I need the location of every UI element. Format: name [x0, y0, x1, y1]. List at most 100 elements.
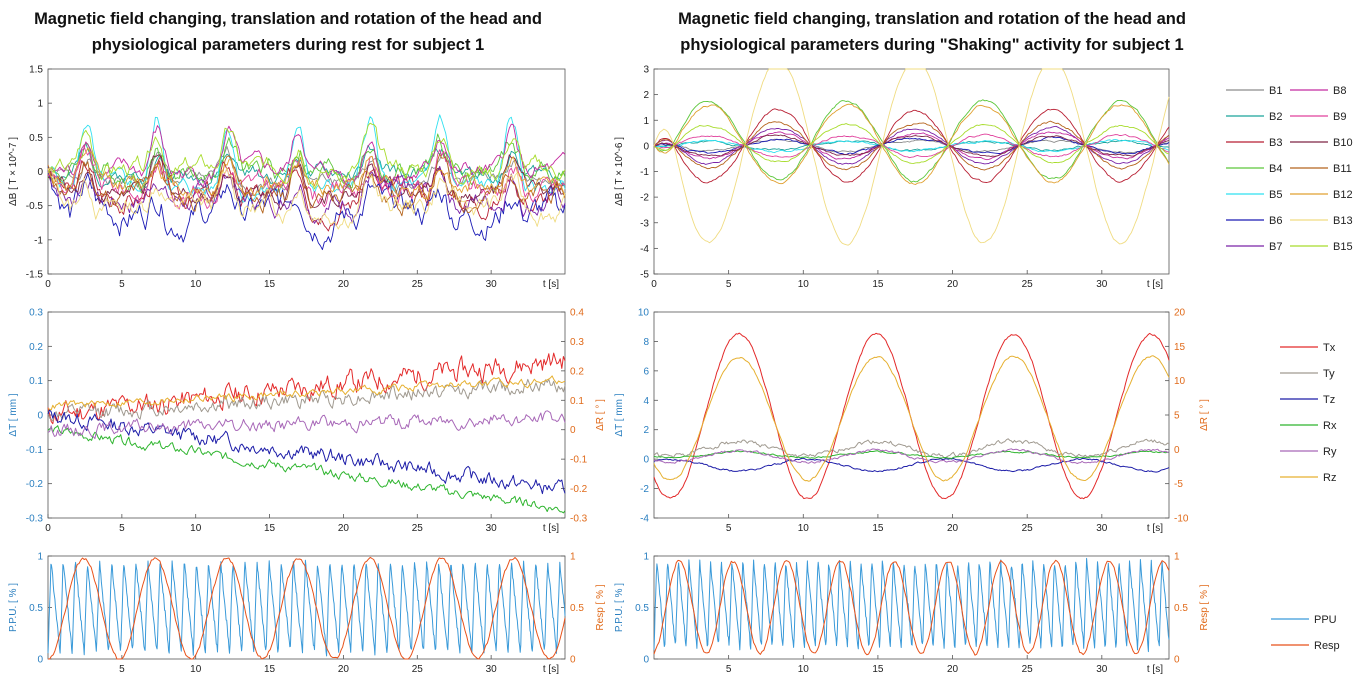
mag_shaking-series-B12: [653, 103, 1170, 185]
mag_shaking-xtick-label: 5: [726, 279, 732, 290]
mag_shaking-xtick-label: 25: [1022, 279, 1034, 290]
phys_rest-xtick-label: 10: [190, 664, 202, 675]
motion_shaking-series-Rx: [653, 450, 1170, 459]
mag_rest-xtick-label: 25: [412, 279, 424, 290]
motion_shaking-series-Ry: [653, 448, 1170, 464]
motion_shaking-series-Tx: [653, 332, 1170, 500]
motion_rest-ytick-right-label: 0.1: [570, 396, 584, 407]
phys_shaking-ylabel: P.P.U. [ % ]: [614, 583, 625, 632]
mag_shaking-xtick-label: 15: [872, 279, 884, 290]
motion_shaking-series-Ty: [653, 438, 1170, 459]
phys_shaking-ytick-right-label: 0.5: [1174, 603, 1188, 614]
mag_rest-series-B12: [47, 147, 566, 200]
phys_shaking-xtick-label: 15: [872, 664, 884, 675]
legend-label-PPU: PPU: [1314, 614, 1337, 626]
title-right: Magnetic field changing, translation and…: [612, 6, 1252, 58]
mag_rest-series-B5: [47, 114, 566, 203]
phys_shaking-xtick-label: 5: [726, 664, 732, 675]
mag_rest-series-B13: [47, 166, 566, 230]
mag_shaking-ytick-label: 3: [643, 65, 649, 76]
mag_rest-ytick-label: 1.5: [29, 65, 43, 76]
motion_rest-series-Tx: [47, 352, 566, 425]
phys_shaking-ytick-right-label: 1: [1174, 552, 1180, 563]
motion_rest-series-Ry: [47, 410, 566, 440]
motion_shaking-axes: 5 10 15 20 25 30 -4 -2 0 2 4 6 8 10 t [s] ΔT [ mm ] -10 -…: [614, 308, 1210, 535]
mag_shaking-xtick-label: 0: [651, 279, 657, 290]
motion_shaking-xtick-label: 20: [947, 523, 959, 534]
motion_rest-series-Rx: [47, 425, 566, 514]
mag_shaking-series-B15: [653, 123, 1170, 164]
legend-label-B11: B11: [1333, 163, 1352, 175]
motion_rest-ytick-right-label: -0.3: [570, 514, 588, 525]
mag_shaking-series-B11: [653, 120, 1170, 171]
mag_rest-xtick-label: 0: [45, 279, 51, 290]
phys_shaking-ytick-label: 1: [643, 552, 649, 563]
motion_shaking-ytick-label: -4: [640, 514, 649, 525]
title-left-line2: physiological parameters during rest for…: [91, 36, 485, 54]
mag_shaking-series-B10: [653, 134, 1170, 157]
motion_shaking-xlabel: t [s]: [1147, 523, 1163, 534]
mag_rest-ytick-label: -1.5: [26, 270, 44, 281]
motion_rest-axes: 0 5 10 15 20 25 30 -0.3 -0.2 -0.1 0 0.1 0.2 0.3 t [s] Δ…: [8, 308, 606, 535]
legend-label-Tz: Tz: [1323, 394, 1335, 406]
phys_rest-ytick-label: 1: [37, 552, 43, 563]
mag_rest-xlabel: t [s]: [543, 279, 559, 290]
mag_rest-ytick-label: 1: [37, 99, 43, 110]
phys_shaking-ylabel-right: Resp [ % ]: [1199, 584, 1210, 630]
motion_shaking-series-Rz: [653, 355, 1170, 482]
motion_rest-ylabel: ΔT [ mm ]: [8, 393, 19, 436]
motion_rest-ytick-right-label: 0.2: [570, 366, 584, 377]
mag_shaking-ytick-label: -3: [640, 218, 649, 229]
phys_shaking-series-PPU: [653, 557, 1170, 653]
phys_rest-xtick-label: 15: [264, 664, 276, 675]
mag_shaking-ytick-label: 1: [643, 116, 649, 127]
mag_shaking-ytick-label: 2: [643, 90, 649, 101]
mag_rest-xtick-label: 5: [119, 279, 125, 290]
motion_rest-ytick-label: -0.3: [26, 514, 44, 525]
legend-label-B12: B12: [1333, 189, 1353, 201]
mag_rest-xtick-label: 10: [190, 279, 202, 290]
motion_rest-ytick-label: -0.2: [26, 479, 44, 490]
motion_shaking-xtick-label: 5: [726, 523, 732, 534]
phys_rest-axes: 5 10 15 20 25 30 0 0.5 1 t [s] P.P.U. [ % ] 0 0.5 1 Re…: [8, 552, 606, 676]
mag_rest-ytick-label: -1: [34, 235, 43, 246]
motion_rest-ytick-right-label: -0.2: [570, 484, 588, 495]
mag_shaking-xlabel: t [s]: [1147, 279, 1163, 290]
motion_shaking-ylabel-right: ΔR [ ° ]: [1199, 399, 1210, 431]
legend-label-B6: B6: [1269, 215, 1282, 227]
legend-label-Ry: Ry: [1323, 446, 1337, 458]
title-left-line1: Magnetic field changing, translation and…: [34, 10, 542, 28]
mag_shaking-series-B3: [653, 108, 1170, 184]
motion_shaking-ytick-label: 0: [643, 455, 649, 466]
title-left: Magnetic field changing, translation and…: [0, 6, 608, 58]
phys_rest-ytick-right-label: 0.5: [570, 603, 584, 614]
motion_shaking-ytick-label: -2: [640, 484, 649, 495]
phys_rest-ytick-right-label: 0: [570, 655, 576, 666]
phys_shaking-xtick-label: 10: [798, 664, 810, 675]
motion_rest-series-Ty: [47, 378, 566, 422]
motion_rest-xtick-label: 0: [45, 523, 51, 534]
phys_rest-ylabel-right: Resp [ % ]: [595, 584, 606, 630]
legend-label-B2: B2: [1269, 111, 1282, 123]
legend-label-B13: B13: [1333, 215, 1353, 227]
legend-magnetic: B1 B8 B2 B9 B3 B10 B4 B11 B5 B12 B6 B13 B7 B15: [1226, 85, 1353, 253]
mag_rest-ytick-label: 0: [37, 167, 43, 178]
phys_rest-ytick-label: 0.5: [29, 603, 43, 614]
motion_shaking-frame: [653, 311, 1170, 519]
legend-label-Tx: Tx: [1323, 342, 1336, 354]
phys_shaking-xtick-label: 20: [947, 664, 959, 675]
legend-label-B9: B9: [1333, 111, 1346, 123]
mag_shaking-ylabel: ΔB [ T × 10^-6 ]: [614, 137, 625, 206]
motion_rest-xtick-label: 25: [412, 523, 424, 534]
phys_rest-series-PPU: [47, 559, 566, 657]
phys_shaking-ytick-label: 0.5: [635, 603, 649, 614]
phys_shaking-axes: 5 10 15 20 25 30 0 0.5 1 t [s] P.P.U. [ % ] 0 0.5 1 Re…: [614, 552, 1210, 676]
phys_rest-ytick-label: 0: [37, 655, 43, 666]
mag_rest-xtick-label: 30: [486, 279, 498, 290]
legend-label-B4: B4: [1269, 163, 1282, 175]
mag_shaking-ytick-label: -2: [640, 193, 649, 204]
mag_rest-series-B11: [47, 153, 566, 217]
phys_shaking-xtick-label: 25: [1022, 664, 1034, 675]
mag_shaking-xtick-label: 30: [1096, 279, 1108, 290]
